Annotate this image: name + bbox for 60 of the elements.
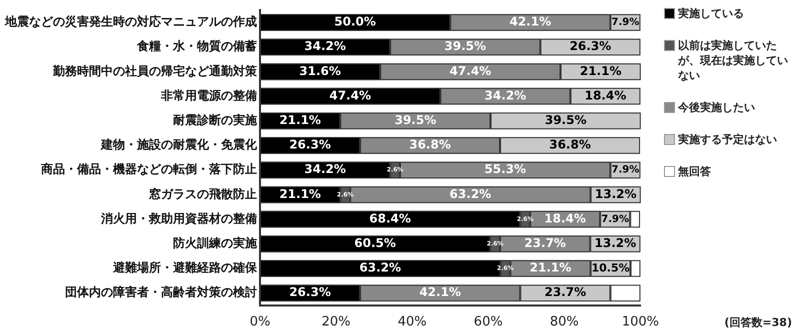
data-label: 26.3% xyxy=(289,285,331,300)
y-tick-label: 地震などの災害発生時の対応マニュアルの作成 xyxy=(4,14,257,29)
y-tick-label: 団体内の障害者・高齢者対策の検討 xyxy=(65,285,257,300)
data-label: 21.1% xyxy=(279,186,321,201)
data-label: 39.5% xyxy=(544,113,586,128)
data-label: 18.4% xyxy=(584,88,626,102)
y-tick-label: 非常用電源の整備 xyxy=(160,88,257,102)
data-label: 23.7% xyxy=(544,285,586,300)
x-tick-label: 20% xyxy=(322,314,351,330)
data-label: 47.4% xyxy=(329,88,371,102)
y-tick-label: 消火用・救助用資器材の整備 xyxy=(100,211,257,226)
data-label: 23.7% xyxy=(524,236,566,250)
data-label: 42.1% xyxy=(509,14,552,29)
data-label: 26.3% xyxy=(570,39,612,54)
x-tick-label: 40% xyxy=(398,314,427,330)
data-label: 26.3% xyxy=(289,138,331,152)
x-tick-label: 0% xyxy=(250,314,270,330)
data-label: 34.2% xyxy=(304,39,346,54)
data-label: 60.5% xyxy=(354,236,396,250)
data-label: 18.4% xyxy=(544,211,586,226)
data-label: 10.5% xyxy=(591,261,630,274)
y-tick-label: 窓ガラスの飛散防止 xyxy=(149,186,257,201)
data-label: 63.2% xyxy=(450,186,492,201)
y-tick-label: 食糧・水・物質の備蓄 xyxy=(136,39,257,54)
data-label: 7.9% xyxy=(612,17,640,28)
x-tick-label: 80% xyxy=(550,314,579,330)
y-tick-label: 建物・施設の耐震化・免震化 xyxy=(100,138,258,152)
data-label: 55.3% xyxy=(484,162,526,176)
data-label: 7.9% xyxy=(612,164,640,176)
data-label: 42.1% xyxy=(419,285,461,300)
text: (回答数=38) xyxy=(724,315,792,330)
data-label: 39.5% xyxy=(394,113,436,128)
data-label: 34.2% xyxy=(484,88,526,102)
y-tick-label: 耐震診断の実施 xyxy=(173,113,258,128)
data-label: 39.5% xyxy=(444,39,486,54)
data-label: 47.4% xyxy=(450,64,492,78)
legend-label: 無回答 xyxy=(678,164,711,179)
data-label: 36.8% xyxy=(549,138,591,152)
data-label: 50.0% xyxy=(334,14,376,29)
data-label: 31.6% xyxy=(299,64,341,78)
data-label: 21.1% xyxy=(279,113,321,128)
data-label: 34.2% xyxy=(304,162,346,176)
data-label: 68.4% xyxy=(369,211,411,226)
legend-label: 以前は実施していたが、現在は実施していない xyxy=(678,38,789,83)
data-label: 63.2% xyxy=(359,260,402,275)
legend-label: 今後実施したい xyxy=(678,100,755,115)
data-label: 13.2% xyxy=(594,236,636,250)
legend-label: 実施する予定はない xyxy=(678,132,777,147)
y-tick-label: 避難場所・避難経路の確保 xyxy=(112,260,258,275)
data-label: 36.8% xyxy=(409,138,451,152)
x-tick-label: 60% xyxy=(474,314,503,330)
y-tick-label: 防火訓練の実施 xyxy=(173,236,258,250)
data-label: 7.9% xyxy=(601,214,629,225)
y-tick-label: 商品・備品・機器などの転倒・落下防止 xyxy=(40,162,257,176)
y-tick-label: 勤務時間中の社員の帰宅など通勤対策 xyxy=(52,64,258,78)
data-label: 21.1% xyxy=(530,260,572,275)
x-tick-label: 100% xyxy=(622,314,660,330)
legend-label: 実施している xyxy=(678,6,744,21)
data-label: 21.1% xyxy=(580,64,622,78)
data-label: 13.2% xyxy=(594,186,637,201)
